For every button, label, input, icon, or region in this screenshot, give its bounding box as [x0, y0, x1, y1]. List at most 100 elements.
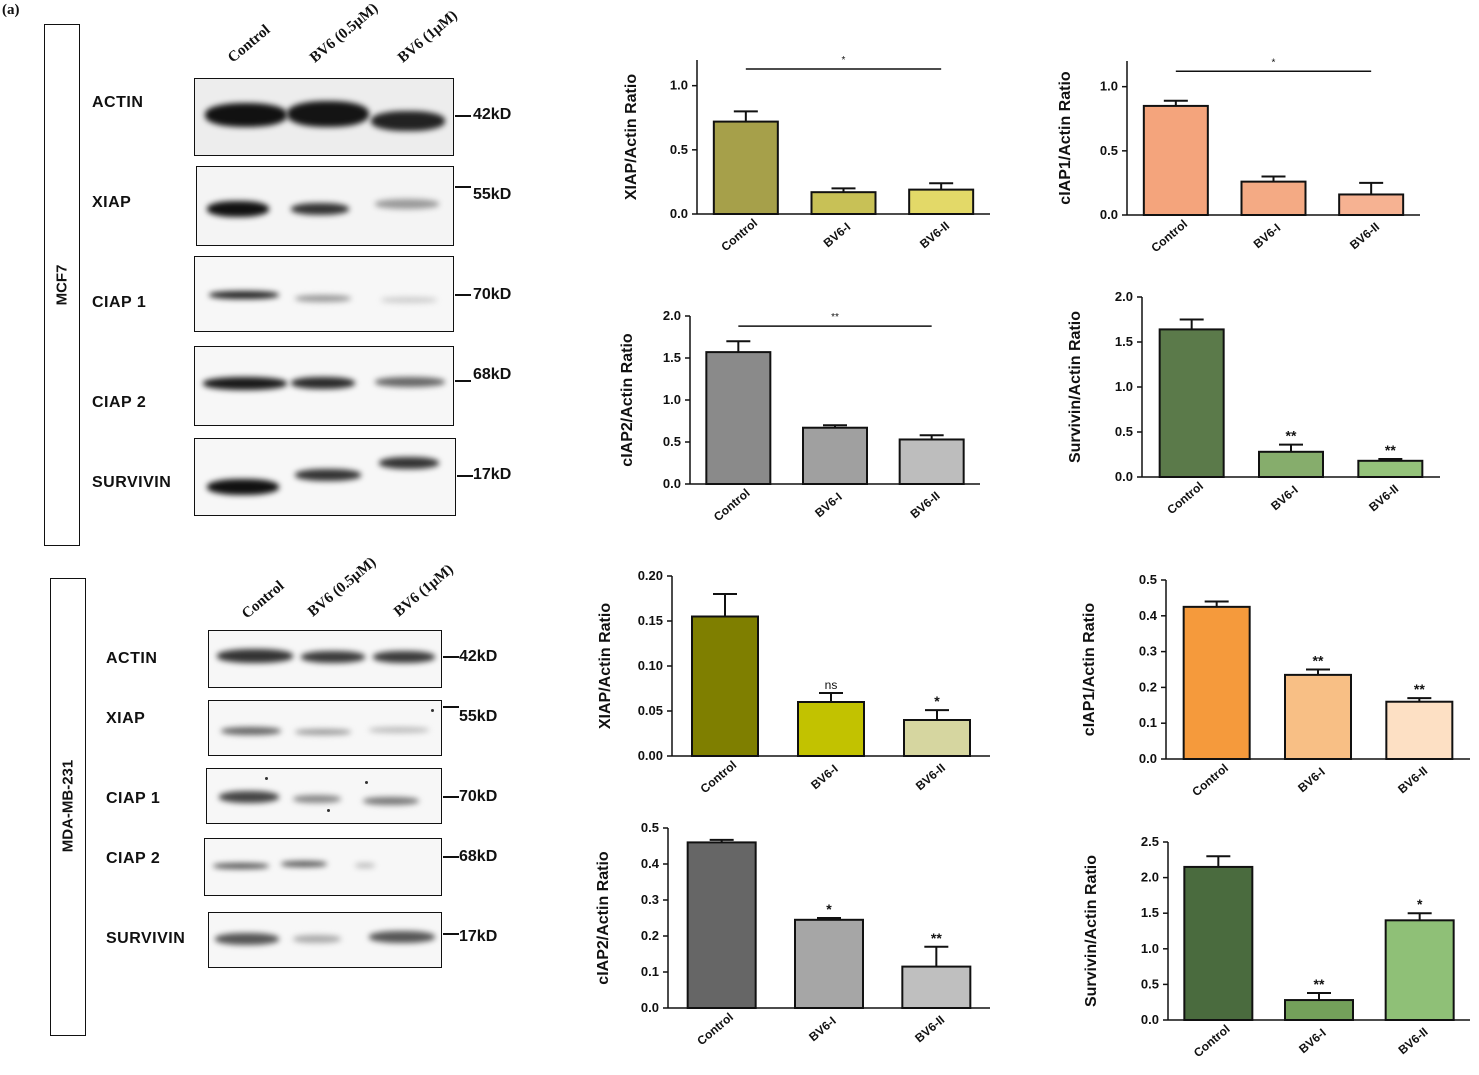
mw-marker [455, 186, 471, 188]
chart-8-sig-label-2: * [1417, 896, 1423, 912]
chart-1-bracket-label: * [842, 55, 846, 66]
mda-kd-actin: 42kD [459, 648, 498, 665]
band [371, 111, 445, 131]
chart-5-category-2: BV6-II [913, 761, 948, 794]
mcf7-kd-survivin: 17kD [473, 466, 512, 483]
chart-6-ytick-label-2: 0.2 [1139, 679, 1157, 694]
chart-3-ytick-label-0: 0.0 [663, 476, 681, 491]
mda-header-bv6-high: BV6 (1μM) [391, 561, 457, 621]
band [203, 377, 287, 390]
chart-2-bar-2 [1338, 193, 1405, 216]
band [375, 377, 445, 387]
mcf7-protein-ciap2: CIAP 2 [92, 394, 147, 411]
chart-6-ytick-label-1: 0.1 [1139, 715, 1157, 730]
band [287, 101, 369, 127]
chart-6-bar-0 [1182, 605, 1251, 760]
chart-7-ytick-label-1: 0.1 [641, 964, 659, 979]
chart-6-category-1: BV6-I [1295, 765, 1328, 795]
chart-1-ytick-label-0: 0.0 [670, 206, 688, 221]
chart-6-sig-label-2: ** [1414, 681, 1425, 697]
band [213, 863, 269, 869]
chart-5-bar-2 [903, 719, 971, 757]
chart-5-sig-label-2: * [934, 693, 940, 709]
mda-blot-ciap1 [206, 768, 442, 824]
chart-3-bar-0 [705, 351, 772, 485]
chart-6-ytick-label-0: 0.0 [1139, 751, 1157, 766]
chart-6-bar-2 [1385, 700, 1454, 760]
band [295, 729, 351, 735]
chart-8-bar-1 [1284, 999, 1354, 1022]
band [205, 103, 287, 127]
band [207, 201, 269, 217]
band [219, 791, 279, 803]
blot-speck [365, 781, 368, 784]
chart-3-ylabel: cIAP2/Actin Ratio [619, 333, 636, 467]
chart-7-category-2: BV6-II [912, 1013, 947, 1046]
chart-7-sig-label-1: * [826, 901, 832, 917]
mda-cell-line-box [50, 578, 86, 1036]
chart-5-ytick-label-1: 0.05 [638, 703, 663, 718]
mda-header-control: Control [239, 578, 288, 623]
chart-6-category-0: Control [1189, 761, 1231, 799]
chart-5-category-0: Control [698, 758, 740, 796]
band [293, 795, 341, 803]
mda-kd-ciap2: 68kD [459, 848, 498, 865]
chart-4-ytick-label-3: 1.5 [1115, 334, 1133, 349]
mda-protein-ciap1: CIAP 1 [106, 790, 161, 807]
chart-8-ytick-label-2: 1.0 [1141, 941, 1159, 956]
chart-8-ylabel: Survivin/Actin Ratio [1083, 855, 1100, 1007]
blot-speck [431, 709, 434, 712]
band [295, 469, 361, 481]
band [369, 931, 435, 943]
chart-3-ytick-label-2: 1.0 [663, 392, 681, 407]
band [281, 861, 327, 867]
chart-7-ytick-label-5: 0.5 [641, 820, 659, 835]
chart-5-ylabel: XIAP/Actin Ratio [597, 603, 614, 729]
chart-1-bar-0 [712, 120, 779, 215]
chart-4-bar-1 [1258, 450, 1324, 478]
band [217, 649, 293, 663]
chart-1-category-0: Control [718, 216, 760, 254]
chart-7-bar-1 [794, 918, 864, 1009]
chart-1-ylabel: XIAP/Actin Ratio [623, 74, 640, 200]
mcf7-kd-ciap1: 70kD [473, 286, 512, 303]
chart-7-category-0: Control [694, 1010, 736, 1048]
chart-8-sig-label-1: ** [1314, 976, 1325, 992]
chart-2-category-0: Control [1148, 217, 1190, 255]
mw-marker [455, 380, 471, 382]
chart-5-ytick-label-3: 0.15 [638, 613, 663, 628]
chart-2-bracket-label: * [1272, 57, 1276, 68]
chart-3-category-1: BV6-I [812, 490, 845, 520]
chart-7-ytick-label-3: 0.3 [641, 892, 659, 907]
chart-4-ylabel: Survivin/Actin Ratio [1067, 311, 1084, 463]
band [373, 651, 435, 663]
mcf7-blot-ciap2 [194, 346, 454, 426]
chart-4-bar-0 [1158, 328, 1225, 478]
mcf7-kd-ciap2: 68kD [473, 366, 512, 383]
chart-7-ytick-label-2: 0.2 [641, 928, 659, 943]
mda-protein-survivin: SURVIVIN [106, 930, 186, 947]
band [379, 457, 439, 469]
mda-blot-actin [208, 630, 442, 688]
chart-8-ytick-label-0: 0.0 [1141, 1012, 1159, 1027]
chart-4-category-0: Control [1164, 479, 1206, 517]
mw-marker [443, 796, 459, 798]
mda-header-bv6-low: BV6 (0.5μM) [305, 554, 380, 621]
band [293, 935, 341, 943]
chart-1-category-2: BV6-II [917, 219, 952, 252]
mcf7-kd-actin: 42kD [473, 106, 512, 123]
chart-2-ytick-label-1: 0.5 [1100, 143, 1118, 158]
mcf7-header-bv6-high: BV6 (1μM) [395, 7, 461, 67]
panel-label: (a) [2, 2, 20, 18]
mda-blot-ciap2 [204, 838, 442, 896]
chart-5-ytick-label-2: 0.10 [638, 658, 663, 673]
band [221, 727, 281, 735]
mw-marker [457, 475, 473, 477]
chart-6-ytick-label-4: 0.4 [1139, 608, 1158, 623]
chart-2-ytick-label-2: 1.0 [1100, 79, 1118, 94]
chart-1-bar-2 [908, 188, 975, 216]
chart-5-bar-0 [691, 615, 759, 757]
mw-marker [455, 115, 471, 117]
chart-3-bracket-label: ** [831, 312, 839, 323]
chart-2-ylabel: cIAP1/Actin Ratio [1057, 71, 1074, 205]
